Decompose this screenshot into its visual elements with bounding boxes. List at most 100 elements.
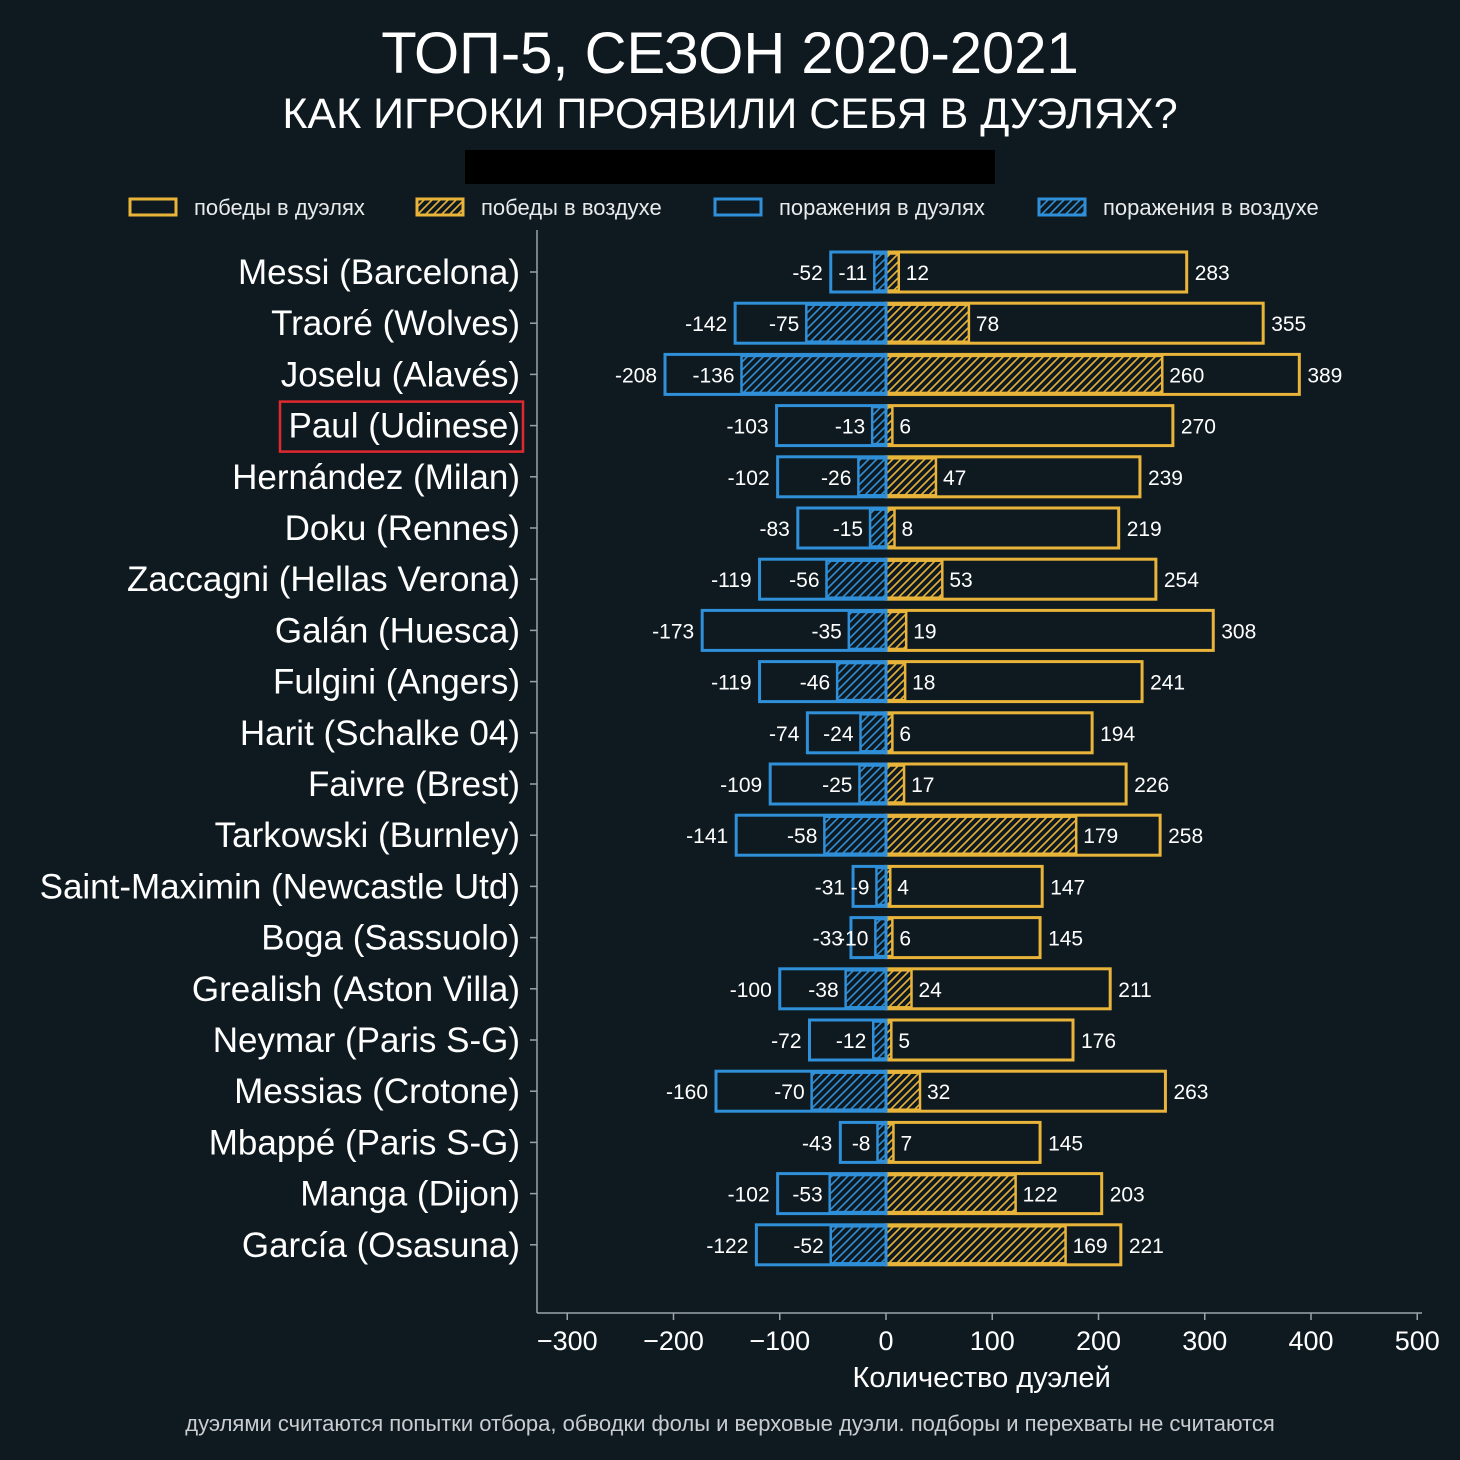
aerial-loss-bar bbox=[874, 917, 888, 958]
aerial-win-value: 6 bbox=[899, 928, 911, 951]
category-label: Hernández (Milan) bbox=[232, 458, 520, 497]
aerial-win-value: 8 bbox=[902, 518, 914, 541]
category-label: Manga (Dijon) bbox=[300, 1175, 520, 1214]
aerial-loss-value: -53 bbox=[792, 1184, 822, 1207]
aerial-win-value: 7 bbox=[900, 1132, 912, 1155]
category-label: Faivre (Brest) bbox=[308, 765, 520, 804]
duel-win-value: 219 bbox=[1127, 518, 1162, 541]
x-tick-label: 100 bbox=[970, 1326, 1015, 1356]
legend-swatch-3 bbox=[1037, 197, 1087, 217]
x-tick-label: 0 bbox=[878, 1326, 893, 1356]
duel-win-value: 389 bbox=[1307, 364, 1342, 387]
aerial-win-value: 12 bbox=[906, 262, 929, 285]
duel-loss-bar bbox=[775, 404, 888, 448]
category-label: Fulgini (Angers) bbox=[273, 663, 520, 702]
category-label: Neymar (Paris S-G) bbox=[213, 1021, 520, 1060]
redacted-bar bbox=[465, 150, 995, 184]
duel-loss-value: -119 bbox=[711, 569, 751, 592]
aerial-loss-value: -58 bbox=[787, 825, 817, 848]
x-axis-label: Количество дуэлей bbox=[852, 1362, 1110, 1394]
duel-loss-value: -122 bbox=[706, 1235, 748, 1258]
aerial-loss-value: -9 bbox=[851, 876, 870, 899]
aerial-win-value: 19 bbox=[913, 620, 936, 643]
x-tick-label: 200 bbox=[1076, 1326, 1121, 1356]
duel-win-bar bbox=[884, 506, 1121, 550]
duel-loss-value: -208 bbox=[615, 364, 657, 387]
aerial-win-value: 122 bbox=[1023, 1184, 1058, 1207]
category-label: Grealish (Aston Villa) bbox=[192, 970, 520, 1009]
x-tick-label: 400 bbox=[1288, 1326, 1333, 1356]
aerial-loss-bar bbox=[844, 969, 888, 1009]
legend-label-0: победы в дуэлях bbox=[194, 195, 365, 220]
aerial-win-value: 6 bbox=[899, 416, 911, 439]
aerial-win-bar bbox=[884, 303, 971, 343]
duel-loss-value: -31 bbox=[815, 876, 845, 899]
duel-loss-value: -33 bbox=[813, 928, 843, 951]
duel-win-value: 176 bbox=[1081, 1030, 1116, 1053]
highlight-box bbox=[278, 400, 525, 453]
category-label: Zaccagni (Hellas Verona) bbox=[127, 560, 520, 599]
duel-win-value: 194 bbox=[1100, 723, 1135, 746]
category-label: Paul (Udinese) bbox=[289, 407, 521, 446]
aerial-loss-value: -70 bbox=[774, 1081, 804, 1104]
aerial-win-value: 53 bbox=[949, 569, 972, 592]
aerial-loss-value: -136 bbox=[692, 364, 734, 387]
duel-win-value: 263 bbox=[1173, 1081, 1208, 1104]
aerial-loss-value: -24 bbox=[823, 723, 854, 746]
aerial-loss-value: -26 bbox=[821, 467, 851, 490]
aerial-loss-bar bbox=[828, 1173, 888, 1214]
aerial-loss-bar bbox=[823, 815, 888, 855]
x-tick-label: 300 bbox=[1182, 1326, 1227, 1356]
aerial-win-value: 24 bbox=[919, 979, 943, 1002]
category-label: Saint-Maximin (Newcastle Utd) bbox=[40, 867, 520, 906]
duel-win-value: 355 bbox=[1271, 313, 1306, 336]
aerial-win-bar bbox=[884, 815, 1078, 855]
aerial-win-value: 5 bbox=[898, 1030, 910, 1053]
category-label: Doku (Rennes) bbox=[285, 509, 520, 548]
category-label: Harit (Schalke 04) bbox=[240, 714, 520, 753]
aerial-loss-bar bbox=[847, 610, 888, 651]
aerial-win-bar bbox=[884, 354, 1164, 395]
aerial-win-bar bbox=[884, 764, 906, 804]
aerial-loss-bar bbox=[859, 713, 888, 753]
category-label: Mbappé (Paris S-G) bbox=[209, 1123, 520, 1162]
duel-loss-value: -52 bbox=[792, 262, 822, 285]
aerial-loss-value: -11 bbox=[839, 262, 868, 285]
aerial-win-value: 17 bbox=[911, 774, 934, 797]
aerial-win-bar bbox=[884, 1071, 922, 1111]
duel-loss-value: -141 bbox=[686, 825, 728, 848]
aerial-loss-value: -10 bbox=[838, 928, 868, 951]
aerial-loss-value: -38 bbox=[808, 979, 838, 1002]
duel-loss-value: -72 bbox=[771, 1030, 801, 1053]
duel-win-value: 308 bbox=[1221, 620, 1256, 643]
duel-win-bar bbox=[884, 404, 1175, 448]
duel-win-value: 145 bbox=[1048, 928, 1083, 951]
aerial-loss-value: -8 bbox=[852, 1132, 871, 1155]
duel-win-bar bbox=[884, 1018, 1075, 1062]
aerial-loss-bar bbox=[858, 764, 888, 804]
duel-win-bar bbox=[884, 864, 1044, 908]
duel-loss-value: -83 bbox=[759, 518, 789, 541]
aerial-win-value: 6 bbox=[899, 723, 911, 746]
legend-label-2: поражения в дуэлях bbox=[779, 195, 985, 220]
duel-loss-value: -102 bbox=[728, 467, 770, 490]
duel-loss-value: -43 bbox=[802, 1132, 832, 1155]
aerial-win-value: 32 bbox=[927, 1081, 950, 1104]
x-tick-label: −200 bbox=[643, 1326, 704, 1356]
aerial-loss-bar bbox=[875, 866, 888, 907]
aerial-win-bar bbox=[884, 1225, 1067, 1265]
aerial-loss-bar bbox=[805, 303, 888, 343]
legend-swatch-1 bbox=[415, 197, 465, 217]
aerial-loss-bar bbox=[873, 252, 888, 292]
aerial-win-bar bbox=[884, 252, 900, 292]
duel-loss-value: -119 bbox=[711, 672, 751, 695]
duel-win-value: 203 bbox=[1110, 1184, 1145, 1207]
duel-win-value: 226 bbox=[1134, 774, 1169, 797]
duel-win-value: 258 bbox=[1168, 825, 1203, 848]
x-tick-label: −300 bbox=[537, 1326, 598, 1356]
aerial-win-bar bbox=[884, 559, 944, 599]
legend-label-3: поражения в воздухе bbox=[1103, 195, 1319, 220]
aerial-loss-value: -12 bbox=[836, 1030, 866, 1053]
duel-loss-value: -160 bbox=[666, 1081, 708, 1104]
aerial-loss-value: -75 bbox=[769, 313, 799, 336]
